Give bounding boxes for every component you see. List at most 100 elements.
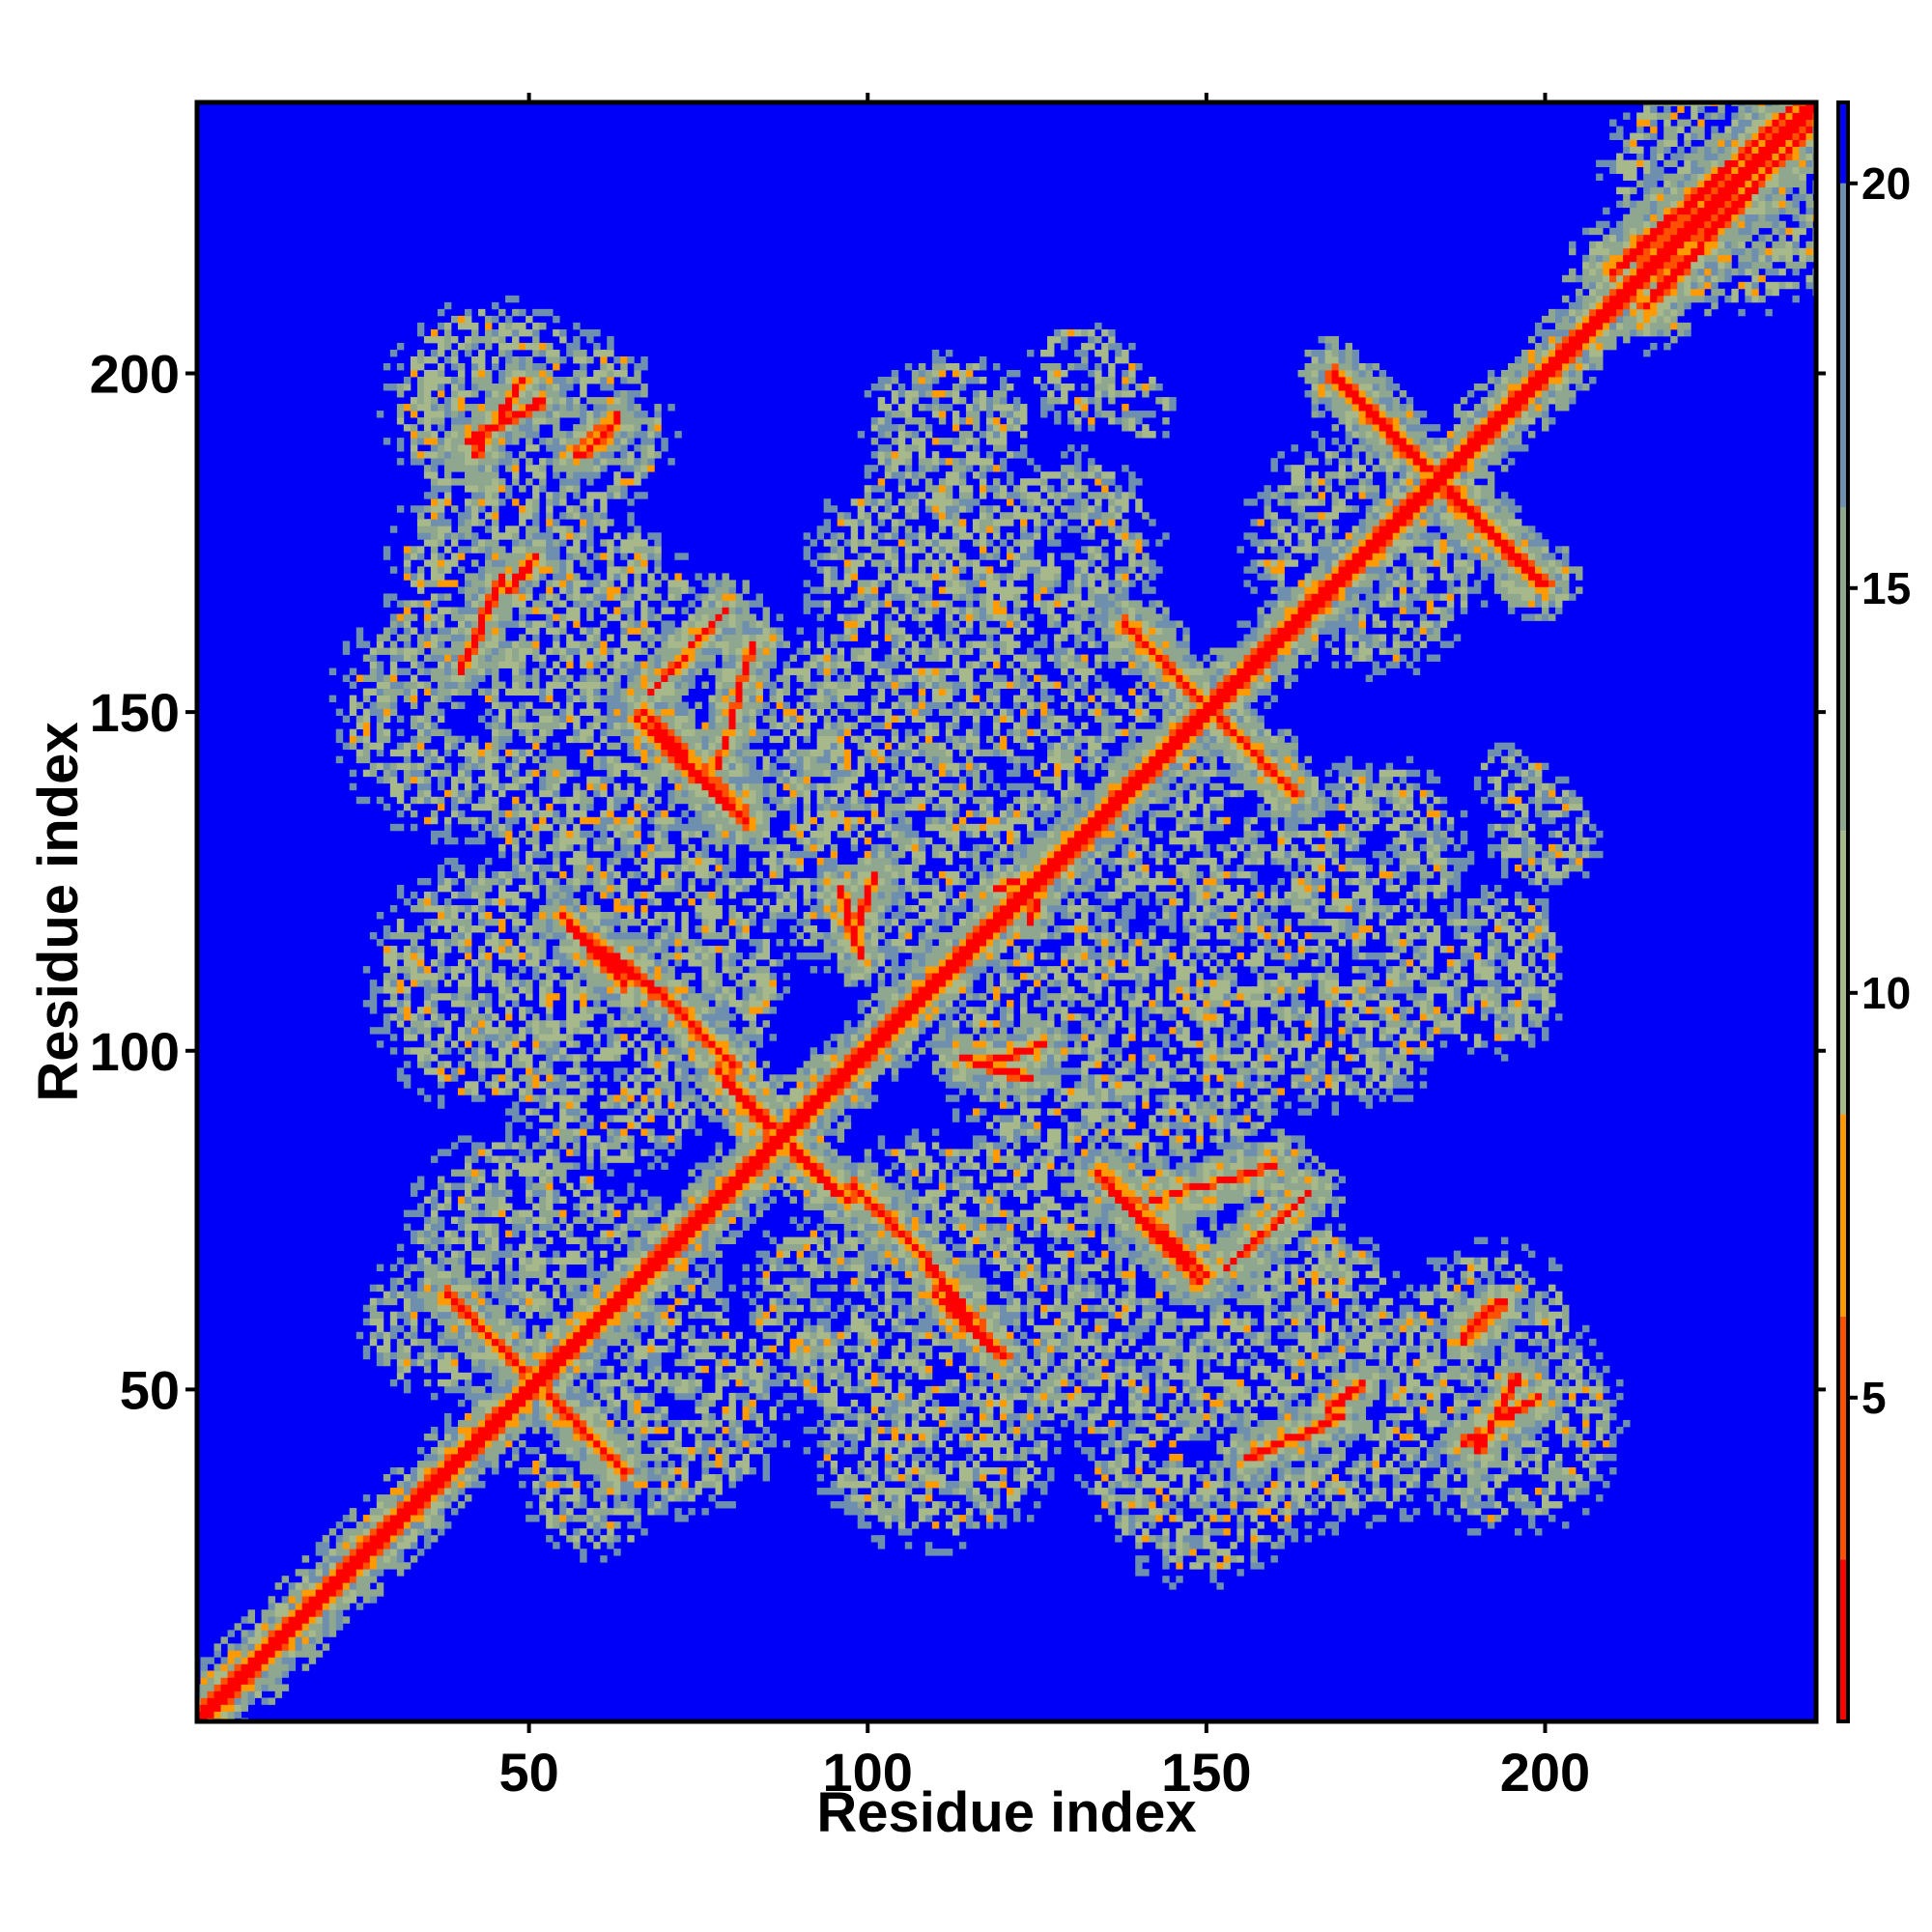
heatmap-cell [1534,1467,1543,1475]
heatmap-cell [634,1223,641,1231]
heatmap-cell [1318,1358,1333,1367]
heatmap-cell [519,1270,547,1279]
heatmap-cell [220,1636,228,1644]
heatmap-cell [715,1474,723,1482]
heatmap-cell [1527,1297,1536,1306]
heatmap-cell [1209,1569,1217,1577]
heatmap-cell [857,1216,872,1224]
heatmap-cell [1541,1358,1549,1367]
heatmap-cell [661,1494,668,1502]
heatmap-cell [430,1392,439,1401]
heatmap-cell [580,1555,587,1563]
heatmap-cell [485,1419,506,1428]
heatmap-cell [1203,1264,1210,1272]
heatmap-cell [992,1270,1001,1279]
heatmap-cell [979,1454,987,1462]
heatmap-cell [958,1270,967,1279]
heatmap-cell [918,1433,926,1441]
heatmap-cell [1176,1461,1183,1468]
heatmap-cell [722,1223,729,1231]
heatmap-cell [1209,1216,1217,1224]
heatmap-cell [220,1677,228,1685]
heatmap-cell [1236,1515,1244,1522]
heatmap-cell [1115,1169,1122,1177]
heatmap-cell [586,1508,594,1516]
heatmap-cell [877,1542,886,1549]
heatmap-cell [465,1155,472,1163]
heatmap-cell [1135,1162,1156,1170]
heatmap-cell [1331,1284,1340,1293]
heatmap-cell [485,1297,493,1306]
heatmap-cell [1196,1250,1204,1259]
heatmap-cell [904,1439,913,1448]
heatmap-cell [1054,1399,1062,1407]
heatmap-cell [498,1399,506,1407]
heatmap-cell [607,1318,621,1326]
heatmap-cell [1169,1297,1183,1306]
heatmap-cell [1182,1182,1190,1190]
heatmap-cell [1493,1481,1502,1489]
heatmap-cell [972,1494,987,1502]
heatmap-cell [735,1189,743,1197]
heatmap-cell [1596,1392,1604,1401]
heatmap-cell [1480,1372,1489,1380]
heatmap-cell [1027,1318,1035,1326]
heatmap-cell [1345,1385,1360,1394]
heatmap-cell [938,1324,947,1333]
heatmap-cell [1487,1494,1495,1502]
heatmap-cell [755,1277,763,1286]
heatmap-cell [979,1372,987,1380]
heatmap-cell [972,1284,987,1293]
heatmap-cell [1589,1392,1597,1401]
heatmap-cell [904,1392,913,1401]
heatmap-cell [681,1331,689,1340]
heatmap-cell [322,1582,344,1590]
heatmap-cell [1507,1461,1516,1468]
heatmap-cell [234,1670,256,1678]
heatmap-cell [1412,1385,1421,1394]
heatmap-cell [1284,1439,1298,1448]
heatmap-cell [1365,1521,1374,1529]
heatmap-cell [762,1461,770,1468]
heatmap-cell [335,1589,344,1597]
heatmap-cell [958,1291,967,1299]
heatmap-cell [972,1426,980,1435]
heatmap-cell [1176,1176,1183,1183]
heatmap-cell [1399,1291,1407,1299]
heatmap-cell [200,1677,208,1685]
heatmap-cell [573,1189,581,1197]
heatmap-cell [443,1446,459,1455]
heatmap-cell [979,1406,987,1414]
heatmap-cell [830,1250,838,1259]
heatmap-cell [654,1324,662,1333]
heatmap-cell [532,1304,540,1313]
heatmap-cell [1277,1243,1285,1252]
heatmap-cell [749,1182,763,1190]
heatmap-cell [749,1372,763,1380]
heatmap-cell [1209,1515,1217,1522]
heatmap-cell [505,1216,513,1224]
heatmap-cell [1555,1461,1563,1468]
heatmap-cell [911,1250,920,1259]
heatmap-cell [600,1162,608,1170]
heatmap-cell [1264,1243,1271,1252]
heatmap-cell [492,1406,499,1414]
heatmap-cell [952,1528,960,1536]
heatmap-cell [1406,1494,1414,1502]
heatmap-cell [539,1454,547,1462]
heatmap-cell [376,1548,384,1556]
heatmap-cell [816,1284,832,1293]
heatmap-cell [1122,1297,1129,1306]
heatmap-cell [695,1446,702,1455]
heatmap-cell [1324,1494,1332,1502]
heatmap-cell [1182,1196,1190,1204]
heatmap-cell [539,1358,547,1367]
heatmap-cell [1318,1331,1325,1340]
heatmap-cell [553,1331,560,1340]
heatmap-cell [1243,1318,1251,1326]
heatmap-cell [681,1454,689,1462]
heatmap-cell [322,1616,330,1624]
heatmap-cell [1013,1284,1021,1293]
heatmap-cell [1189,1230,1197,1237]
heatmap-cell [958,1515,967,1522]
